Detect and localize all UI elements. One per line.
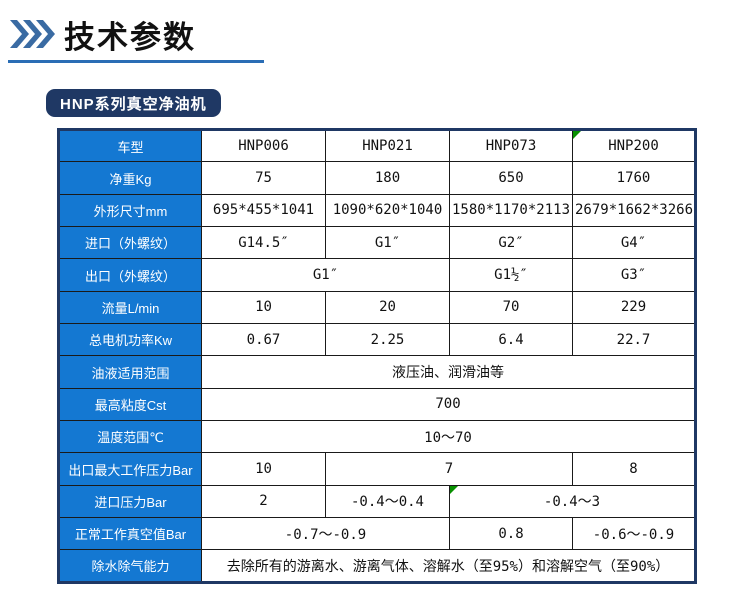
table-row-model: 车型 HNP006 HNP021 HNP073 HNP200 bbox=[58, 128, 696, 163]
table-row-inlet-pressure: 进口压力Bar 2 -0.4～0.4 -0.4～3 bbox=[58, 484, 696, 519]
table-row-net-weight: 净重Kg 75 180 650 1760 bbox=[58, 161, 696, 195]
row-label: 正常工作真空值Bar bbox=[58, 517, 202, 551]
title-underline bbox=[8, 60, 264, 63]
table-cell: 2679*1662*3266 bbox=[572, 193, 696, 228]
table-cell: 1090*620*1040 bbox=[325, 193, 450, 228]
table-cell: 180 bbox=[325, 161, 450, 195]
table-cell: G1½″ bbox=[449, 258, 573, 292]
table-cell: 0.67 bbox=[201, 323, 326, 357]
row-label: 最高粘度Cst bbox=[58, 387, 202, 422]
table-cell: -0.6～-0.9 bbox=[572, 517, 696, 551]
row-label: 流量L/min bbox=[58, 290, 202, 325]
row-label: 净重Kg bbox=[58, 161, 202, 195]
table-row-flow-rate: 流量L/min 10 20 70 229 bbox=[58, 290, 696, 325]
table-cell: 0.8 bbox=[449, 517, 573, 551]
table-cell: 6.4 bbox=[449, 323, 573, 357]
table-cell: G4″ bbox=[572, 226, 696, 260]
table-cell: G1″ bbox=[325, 226, 450, 260]
row-label: 出口（外螺纹） bbox=[58, 258, 202, 292]
column-header-cell: HNP021 bbox=[325, 128, 450, 163]
table-cell: 20 bbox=[325, 290, 450, 325]
row-label: 车型 bbox=[58, 128, 202, 163]
page-title: 技术参数 bbox=[64, 20, 196, 55]
table-cell: G14.5″ bbox=[201, 226, 326, 260]
table-row-inlet-thread: 进口（外螺纹） G14.5″ G1″ G2″ G4″ bbox=[58, 226, 696, 260]
cell-text: HNP200 bbox=[608, 138, 659, 155]
row-label: 外形尺寸mm bbox=[58, 193, 202, 228]
table-row-temp-range: 温度范围℃ 10～70 bbox=[58, 420, 696, 454]
table-cell: 70 bbox=[449, 290, 573, 325]
table-cell: 8 bbox=[572, 452, 696, 486]
table-cell: 650 bbox=[449, 161, 573, 195]
table-row-normal-vacuum: 正常工作真空值Bar -0.7～-0.9 0.8 -0.6～-0.9 bbox=[58, 517, 696, 551]
table-cell-merged: 液压油、润滑油等 bbox=[201, 355, 696, 389]
row-label: 温度范围℃ bbox=[58, 420, 202, 454]
table-cell: 695*455*1041 bbox=[201, 193, 326, 228]
table-cell: 75 bbox=[201, 161, 326, 195]
table-row-max-outlet-pressure: 出口最大工作压力Bar 10 7 8 bbox=[58, 452, 696, 486]
row-label: 进口压力Bar bbox=[58, 484, 202, 519]
table-cell-merged: 10～70 bbox=[201, 420, 696, 454]
table-cell: 10 bbox=[201, 452, 326, 486]
table-cell: G3″ bbox=[572, 258, 696, 292]
table-cell-merged: 7 bbox=[325, 452, 573, 486]
table-cell: G2″ bbox=[449, 226, 573, 260]
cell-text: -0.4～3 bbox=[543, 494, 601, 511]
cell-flag-icon bbox=[573, 131, 581, 139]
table-cell: 2.25 bbox=[325, 323, 450, 357]
spec-table: 车型 HNP006 HNP021 HNP073 HNP200 净重Kg 75 1… bbox=[57, 128, 697, 584]
table-cell: 22.7 bbox=[572, 323, 696, 357]
table-row-max-viscosity: 最高粘度Cst 700 bbox=[58, 387, 696, 422]
row-label: 油液适用范围 bbox=[58, 355, 202, 389]
table-row-motor-power: 总电机功率Kw 0.67 2.25 6.4 22.7 bbox=[58, 323, 696, 357]
table-cell: 1760 bbox=[572, 161, 696, 195]
cell-flag-icon bbox=[450, 486, 458, 494]
table-cell: 1580*1170*2113 bbox=[449, 193, 573, 228]
table-cell-merged: 700 bbox=[201, 387, 696, 422]
table-cell: -0.4～0.4 bbox=[325, 484, 450, 519]
row-label: 除水除气能力 bbox=[58, 549, 202, 583]
row-label: 出口最大工作压力Bar bbox=[58, 452, 202, 486]
table-cell-merged: 去除所有的游离水、游离气体、溶解水（至95%）和溶解空气（至90%） bbox=[201, 549, 696, 583]
table-cell-merged: -0.4～3 bbox=[449, 484, 696, 519]
table-cell: 10 bbox=[201, 290, 326, 325]
table-row-oil-types: 油液适用范围 液压油、润滑油等 bbox=[58, 355, 696, 389]
column-header-cell: HNP200 bbox=[572, 128, 696, 163]
row-label: 进口（外螺纹） bbox=[58, 226, 202, 260]
table-row-outlet-thread: 出口（外螺纹） G1″ G1½″ G3″ bbox=[58, 258, 696, 292]
triple-chevron-icon bbox=[10, 20, 55, 48]
table-cell-merged: G1″ bbox=[201, 258, 450, 292]
table-row-dimensions: 外形尺寸mm 695*455*1041 1090*620*1040 1580*1… bbox=[58, 193, 696, 228]
series-badge: HNP系列真空净油机 bbox=[46, 89, 221, 117]
column-header-cell: HNP006 bbox=[201, 128, 326, 163]
table-cell: 229 bbox=[572, 290, 696, 325]
row-label: 总电机功率Kw bbox=[58, 323, 202, 357]
table-row-water-gas-removal: 除水除气能力 去除所有的游离水、游离气体、溶解水（至95%）和溶解空气（至90%… bbox=[58, 549, 696, 583]
table-cell: 2 bbox=[201, 484, 326, 519]
column-header-cell: HNP073 bbox=[449, 128, 573, 163]
table-cell-merged: -0.7～-0.9 bbox=[201, 517, 450, 551]
